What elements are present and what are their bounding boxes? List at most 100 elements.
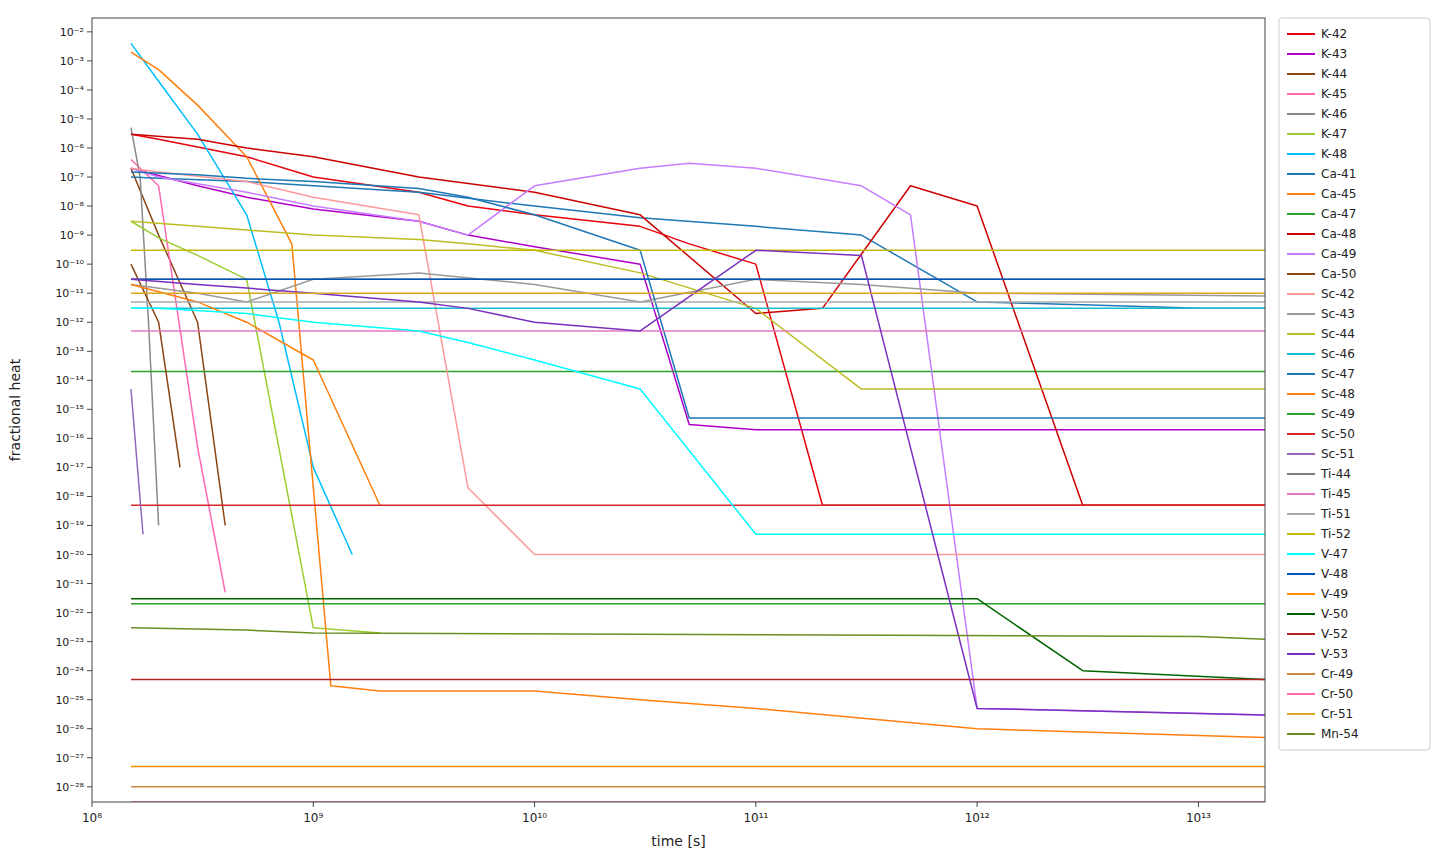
series-line — [131, 284, 380, 505]
series-line — [131, 628, 1265, 640]
series-line — [131, 221, 380, 633]
tick-mark — [87, 641, 92, 642]
tick-label: 10⁻²⁸ — [55, 781, 84, 794]
series-line — [131, 43, 352, 554]
legend-label: Cr-50 — [1321, 687, 1353, 701]
legend-label: Sc-43 — [1321, 307, 1355, 321]
legend-label: Sc-50 — [1321, 427, 1355, 441]
tick-label: 10⁻²⁵ — [55, 694, 84, 707]
tick-label: 10⁻² — [60, 26, 84, 39]
tick-label: 10⁹ — [303, 811, 323, 825]
tick-label: 10⁻²² — [55, 607, 84, 620]
legend-swatch — [1287, 733, 1315, 735]
legend-swatch — [1287, 453, 1315, 455]
legend-swatch — [1287, 673, 1315, 675]
legend-label: K-42 — [1321, 27, 1347, 41]
tick-label: 10⁻¹⁴ — [55, 374, 84, 387]
legend-label: K-46 — [1321, 107, 1347, 121]
series-line — [131, 128, 159, 526]
tick-label: 10⁻³ — [60, 55, 84, 68]
tick-label: 10⁻¹⁶ — [55, 432, 84, 445]
legend-label: K-48 — [1321, 147, 1347, 161]
series-line — [131, 599, 1265, 680]
legend-label: Ti-52 — [1320, 527, 1351, 541]
legend-label: Sc-47 — [1321, 367, 1355, 381]
legend-swatch — [1287, 353, 1315, 355]
tick-mark — [534, 802, 535, 807]
tick-mark — [92, 802, 93, 807]
legend-label: V-50 — [1321, 607, 1348, 621]
legend-swatch — [1287, 573, 1315, 575]
tick-mark — [755, 802, 756, 807]
series-line — [131, 168, 1265, 429]
tick-mark — [87, 409, 92, 410]
legend-label: V-52 — [1321, 627, 1348, 641]
legend-label: V-53 — [1321, 647, 1348, 661]
legend-swatch — [1287, 73, 1315, 75]
legend-label: Ti-44 — [1320, 467, 1351, 481]
tick-mark — [87, 351, 92, 352]
legend-swatch — [1287, 153, 1315, 155]
tick-label: 10⁸ — [82, 811, 102, 825]
tick-mark — [87, 380, 92, 381]
tick-label: 10⁻²⁷ — [55, 752, 84, 765]
tick-mark — [977, 802, 978, 807]
series-line — [131, 250, 1265, 715]
tick-label: 10⁻²¹ — [55, 578, 84, 591]
series-line — [131, 301, 1265, 303]
tick-label: 10⁻⁶ — [60, 142, 85, 155]
legend-swatch — [1287, 113, 1315, 115]
tick-label: 10⁻⁴ — [60, 84, 85, 97]
y-axis-label: fractional heat — [7, 358, 23, 461]
series-line — [131, 221, 1265, 389]
tick-mark — [87, 496, 92, 497]
tick-label: 10¹⁰ — [522, 811, 547, 825]
series-line — [131, 292, 1265, 294]
tick-mark — [87, 699, 92, 700]
legend-label: Cr-51 — [1321, 707, 1353, 721]
legend-label: Ca-47 — [1321, 207, 1356, 221]
legend-label: Sc-51 — [1321, 447, 1355, 461]
legend-label: Ca-45 — [1321, 187, 1356, 201]
legend-label: V-48 — [1321, 567, 1348, 581]
tick-mark — [87, 438, 92, 439]
legend-swatch — [1287, 213, 1315, 215]
tick-mark — [87, 612, 92, 613]
series-line — [131, 766, 1265, 768]
legend-swatch — [1287, 133, 1315, 135]
legend-label: Sc-48 — [1321, 387, 1355, 401]
tick-mark — [87, 235, 92, 236]
legend-label: Sc-44 — [1321, 327, 1355, 341]
legend-label: Ca-41 — [1321, 167, 1356, 181]
tick-mark — [87, 322, 92, 323]
legend-swatch — [1287, 713, 1315, 715]
series-line — [131, 52, 1265, 737]
legend-label: K-44 — [1321, 67, 1347, 81]
legend-swatch — [1287, 473, 1315, 475]
tick-label: 10⁻⁷ — [60, 171, 84, 184]
series-line — [131, 389, 143, 534]
tick-label: 10⁻²³ — [55, 636, 84, 649]
legend-label: Sc-49 — [1321, 407, 1355, 421]
tick-label: 10⁻¹⁸ — [55, 490, 84, 503]
x-axis: 10⁸10⁹10¹⁰10¹¹10¹²10¹³ — [82, 802, 1211, 825]
legend-swatch — [1287, 33, 1315, 35]
tick-mark — [87, 670, 92, 671]
tick-mark — [87, 264, 92, 265]
legend-swatch — [1287, 193, 1315, 195]
legend-box — [1279, 18, 1430, 750]
legend-label: Mn-54 — [1321, 727, 1359, 741]
tick-mark — [87, 60, 92, 61]
tick-label: 10¹³ — [1186, 811, 1211, 825]
legend-label: Cr-49 — [1321, 667, 1353, 681]
tick-mark — [87, 89, 92, 90]
legend-swatch — [1287, 613, 1315, 615]
legend-swatch — [1287, 533, 1315, 535]
tick-label: 10⁻²⁴ — [55, 665, 84, 678]
legend-swatch — [1287, 273, 1315, 275]
legend-label: K-47 — [1321, 127, 1347, 141]
tick-label: 10⁻¹¹ — [55, 287, 84, 300]
tick-label: 10⁻¹⁹ — [55, 519, 84, 532]
series-line — [131, 504, 1265, 506]
series-line — [131, 168, 1265, 554]
